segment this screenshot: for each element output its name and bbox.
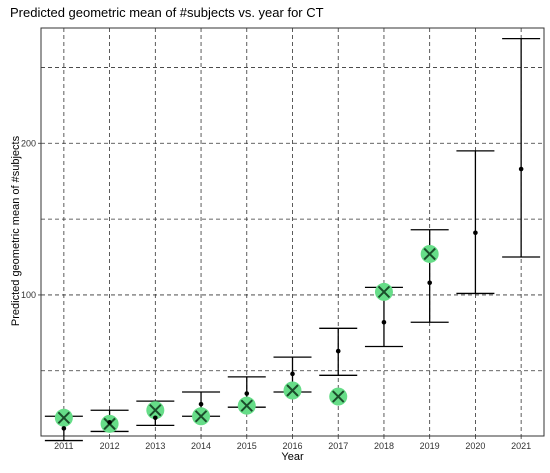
x-tick-label: 2017: [328, 441, 348, 451]
predicted-point: [335, 348, 341, 354]
x-tick-label: 2020: [465, 441, 485, 451]
x-axis-label: Year: [281, 451, 304, 463]
observed-point-cross: [332, 390, 345, 403]
predicted-point: [427, 280, 432, 286]
observed-point-cross: [149, 404, 162, 417]
observed-point-cross: [240, 399, 253, 412]
x-tick-label: 2011: [54, 441, 73, 451]
x-tick-label: 2021: [511, 441, 531, 451]
predicted-point: [473, 230, 478, 236]
predicted-point: [107, 420, 112, 425]
predicted-point: [381, 319, 387, 325]
predicted-point: [153, 415, 158, 421]
predicted-point: [518, 166, 524, 172]
y-axis-label: Predicted geometric mean of #subjects: [10, 135, 22, 326]
predicted-point: [290, 371, 295, 377]
observed-markers: [54, 244, 439, 433]
x-tick-label: 2019: [420, 441, 440, 451]
y-tick-label: 100: [21, 290, 36, 300]
x-tick-label: 2012: [100, 441, 120, 451]
observed-point-cross: [286, 384, 299, 397]
y-tick-label: 200: [21, 138, 36, 148]
x-tick-label: 2016: [282, 441, 302, 451]
x-tick-label: 2015: [237, 441, 257, 451]
predicted-points: [61, 166, 524, 431]
observed-point-cross: [423, 247, 436, 261]
x-axis-ticks: 2011 2012 2013 2014 2015 2016 2017 2018 2019 2020…: [54, 436, 531, 451]
x-tick-label: 2014: [191, 441, 211, 451]
observed-point-cross: [194, 410, 208, 423]
predicted-point: [198, 401, 204, 407]
observed-point-cross: [57, 411, 71, 425]
predicted-point: [244, 391, 250, 396]
x-tick-label: 2018: [374, 441, 394, 451]
observed-point-cross: [377, 285, 391, 299]
x-tick-label: 2013: [145, 441, 165, 451]
predicted-point: [61, 426, 67, 431]
chart-title: Predicted geometric mean of #subjects vs…: [10, 5, 324, 20]
y-axis-ticks: 100 200: [21, 138, 41, 300]
